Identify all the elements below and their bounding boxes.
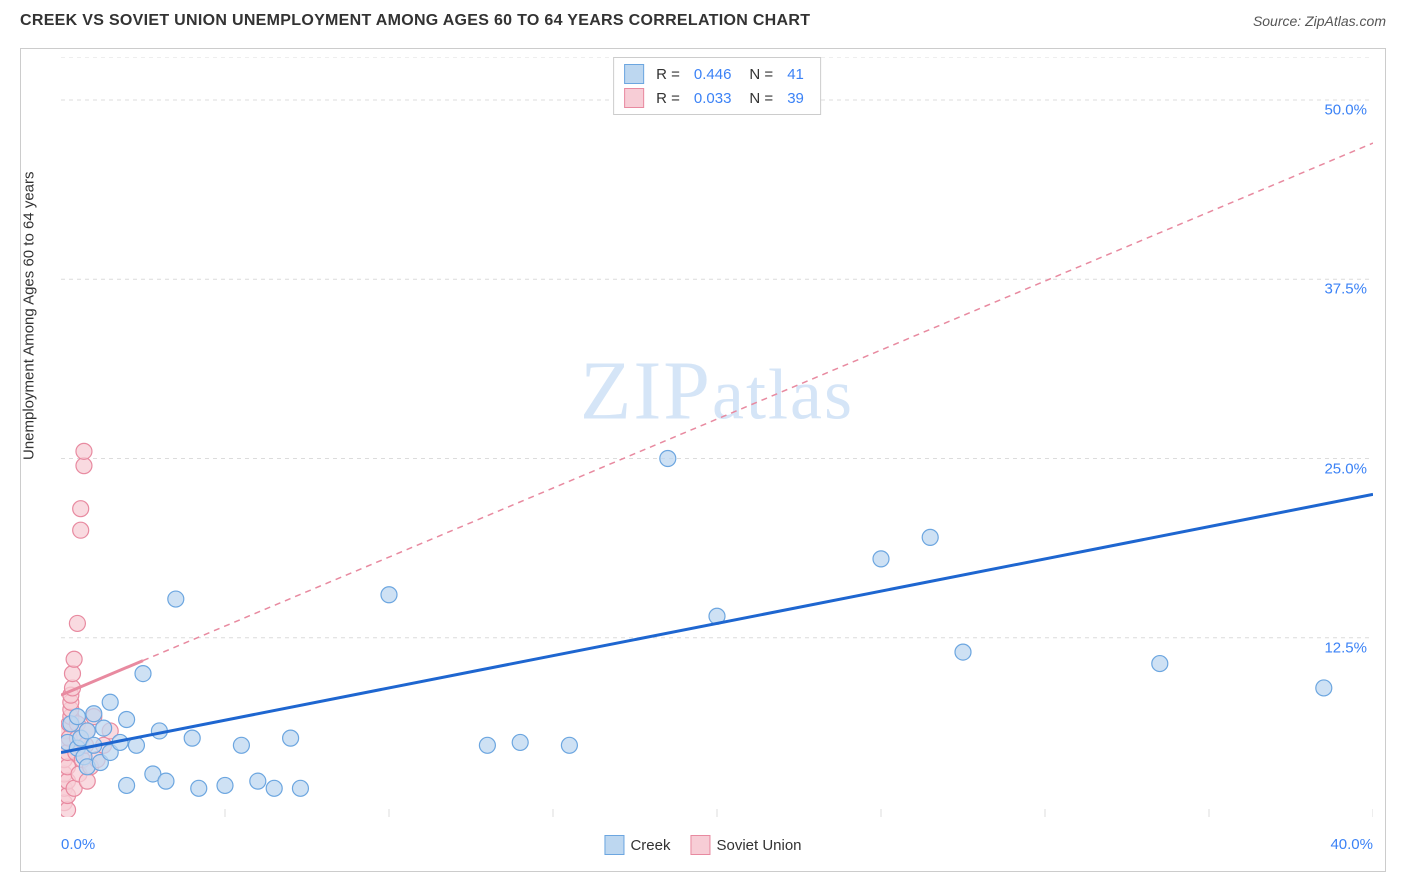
scatter-point-creek [119, 777, 135, 793]
legend-swatch-creek [624, 64, 644, 84]
scatter-point-soviet-union [73, 522, 89, 538]
legend-stats-row-creek: R = 0.446 N = 41 [624, 62, 810, 86]
scatter-point-creek [266, 780, 282, 796]
source-attribution: Source: ZipAtlas.com [1253, 13, 1386, 29]
scatter-plot-svg [61, 57, 1373, 817]
x-axis-min-label: 0.0% [61, 836, 95, 853]
scatter-point-soviet-union [79, 773, 95, 789]
chart-title: CREEK VS SOVIET UNION UNEMPLOYMENT AMONG… [20, 12, 810, 30]
scatter-point-creek [381, 587, 397, 603]
scatter-point-soviet-union [61, 802, 76, 817]
trend-line-creek [61, 494, 1373, 752]
scatter-point-soviet-union [73, 501, 89, 517]
legend-item-creek: Creek [604, 835, 670, 855]
scatter-point-creek [660, 451, 676, 467]
y-axis-title: Unemployment Among Ages 60 to 64 years [21, 171, 38, 460]
scatter-point-creek [102, 694, 118, 710]
legend-item-soviet: Soviet Union [690, 835, 801, 855]
scatter-point-creek [119, 711, 135, 727]
scatter-point-soviet-union [76, 458, 92, 474]
x-axis-max-label: 40.0% [1330, 836, 1373, 853]
scatter-point-soviet-union [66, 651, 82, 667]
scatter-point-creek [168, 591, 184, 607]
scatter-point-creek [96, 720, 112, 736]
scatter-point-creek [158, 773, 174, 789]
scatter-point-creek [184, 730, 200, 746]
legend-swatch-soviet-bottom [690, 835, 710, 855]
scatter-point-soviet-union [64, 666, 80, 682]
scatter-point-soviet-union [76, 443, 92, 459]
scatter-point-creek [191, 780, 207, 796]
scatter-point-creek [86, 706, 102, 722]
scatter-point-creek [217, 777, 233, 793]
legend-swatch-soviet [624, 88, 644, 108]
scatter-point-creek [873, 551, 889, 567]
legend-stats-row-soviet: R = 0.033 N = 39 [624, 86, 810, 110]
scatter-point-creek [1316, 680, 1332, 696]
scatter-point-creek [233, 737, 249, 753]
scatter-point-creek [955, 644, 971, 660]
scatter-point-creek [479, 737, 495, 753]
scatter-point-creek [79, 723, 95, 739]
header: CREEK VS SOVIET UNION UNEMPLOYMENT AMONG… [0, 0, 1406, 38]
scatter-point-creek [250, 773, 266, 789]
trend-line-soviet-union [143, 143, 1373, 661]
scatter-point-creek [292, 780, 308, 796]
legend-stats-box: R = 0.446 N = 41 R = 0.033 N = 39 [613, 57, 821, 115]
scatter-point-creek [135, 666, 151, 682]
legend-bottom: Creek Soviet Union [604, 835, 801, 855]
scatter-point-creek [561, 737, 577, 753]
scatter-point-creek [1152, 656, 1168, 672]
scatter-point-creek [922, 529, 938, 545]
scatter-point-creek [283, 730, 299, 746]
plot-area: ZIPatlas R = 0.446 N = 41 R = 0.033 N = … [61, 57, 1373, 817]
scatter-point-soviet-union [69, 615, 85, 631]
scatter-point-creek [69, 709, 85, 725]
scatter-point-creek [512, 734, 528, 750]
legend-swatch-creek-bottom [604, 835, 624, 855]
chart-container: Unemployment Among Ages 60 to 64 years Z… [20, 48, 1386, 872]
